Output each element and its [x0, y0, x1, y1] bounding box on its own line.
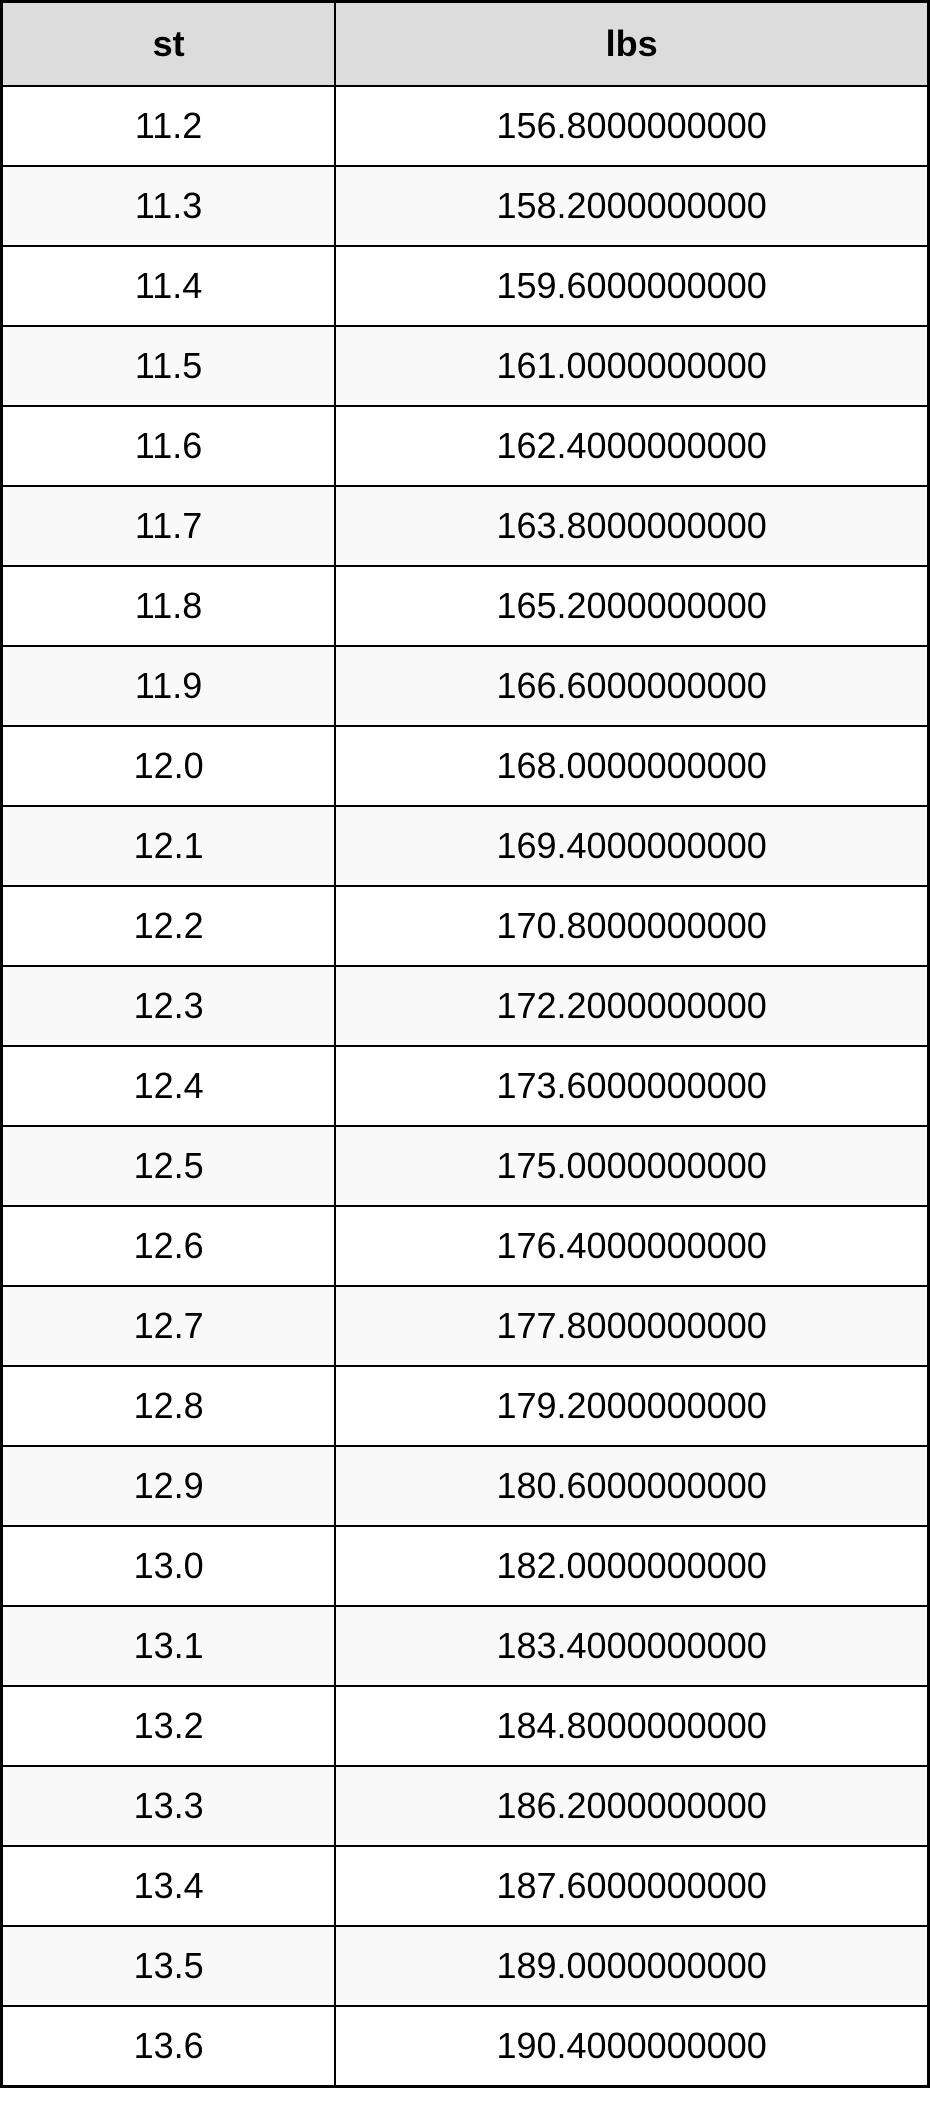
cell-st: 11.8: [2, 566, 336, 646]
column-header-st: st: [2, 2, 336, 87]
table-row: 13.3186.2000000000: [2, 1766, 929, 1846]
table-row: 13.2184.8000000000: [2, 1686, 929, 1766]
cell-lbs: 189.0000000000: [335, 1926, 928, 2006]
cell-st: 12.2: [2, 886, 336, 966]
table-row: 13.1183.4000000000: [2, 1606, 929, 1686]
cell-st: 13.6: [2, 2006, 336, 2087]
table-row: 12.2170.8000000000: [2, 886, 929, 966]
table-row: 12.1169.4000000000: [2, 806, 929, 886]
cell-lbs: 177.8000000000: [335, 1286, 928, 1366]
table-row: 13.6190.4000000000: [2, 2006, 929, 2087]
cell-lbs: 176.4000000000: [335, 1206, 928, 1286]
table-row: 13.5189.0000000000: [2, 1926, 929, 2006]
conversion-table: st lbs 11.2156.800000000011.3158.2000000…: [0, 0, 930, 2088]
table-row: 12.6176.4000000000: [2, 1206, 929, 1286]
cell-st: 13.3: [2, 1766, 336, 1846]
table-row: 13.0182.0000000000: [2, 1526, 929, 1606]
cell-st: 12.0: [2, 726, 336, 806]
cell-st: 13.1: [2, 1606, 336, 1686]
table-row: 11.2156.8000000000: [2, 86, 929, 166]
table-row: 12.0168.0000000000: [2, 726, 929, 806]
cell-st: 12.8: [2, 1366, 336, 1446]
cell-lbs: 166.6000000000: [335, 646, 928, 726]
cell-lbs: 163.8000000000: [335, 486, 928, 566]
cell-lbs: 165.2000000000: [335, 566, 928, 646]
table-row: 11.6162.4000000000: [2, 406, 929, 486]
cell-st: 12.6: [2, 1206, 336, 1286]
cell-st: 11.6: [2, 406, 336, 486]
table-row: 11.9166.6000000000: [2, 646, 929, 726]
table-row: 11.8165.2000000000: [2, 566, 929, 646]
cell-st: 11.2: [2, 86, 336, 166]
cell-st: 12.7: [2, 1286, 336, 1366]
cell-st: 13.0: [2, 1526, 336, 1606]
table-row: 12.5175.0000000000: [2, 1126, 929, 1206]
cell-lbs: 183.4000000000: [335, 1606, 928, 1686]
cell-lbs: 186.2000000000: [335, 1766, 928, 1846]
cell-lbs: 170.8000000000: [335, 886, 928, 966]
cell-lbs: 175.0000000000: [335, 1126, 928, 1206]
cell-lbs: 159.6000000000: [335, 246, 928, 326]
table-row: 12.7177.8000000000: [2, 1286, 929, 1366]
cell-lbs: 168.0000000000: [335, 726, 928, 806]
cell-st: 12.4: [2, 1046, 336, 1126]
cell-st: 12.3: [2, 966, 336, 1046]
table-row: 11.7163.8000000000: [2, 486, 929, 566]
cell-st: 12.1: [2, 806, 336, 886]
cell-lbs: 184.8000000000: [335, 1686, 928, 1766]
cell-st: 11.4: [2, 246, 336, 326]
cell-st: 12.5: [2, 1126, 336, 1206]
column-header-lbs: lbs: [335, 2, 928, 87]
cell-lbs: 182.0000000000: [335, 1526, 928, 1606]
cell-lbs: 180.6000000000: [335, 1446, 928, 1526]
cell-st: 11.9: [2, 646, 336, 726]
cell-lbs: 172.2000000000: [335, 966, 928, 1046]
cell-st: 12.9: [2, 1446, 336, 1526]
cell-lbs: 173.6000000000: [335, 1046, 928, 1126]
cell-lbs: 190.4000000000: [335, 2006, 928, 2087]
table-row: 11.4159.6000000000: [2, 246, 929, 326]
cell-lbs: 179.2000000000: [335, 1366, 928, 1446]
cell-st: 11.3: [2, 166, 336, 246]
table-row: 11.3158.2000000000: [2, 166, 929, 246]
table-row: 12.8179.2000000000: [2, 1366, 929, 1446]
cell-st: 13.4: [2, 1846, 336, 1926]
cell-st: 13.2: [2, 1686, 336, 1766]
table-row: 13.4187.6000000000: [2, 1846, 929, 1926]
cell-lbs: 156.8000000000: [335, 86, 928, 166]
table-row: 11.5161.0000000000: [2, 326, 929, 406]
table-row: 12.3172.2000000000: [2, 966, 929, 1046]
table-body: 11.2156.800000000011.3158.200000000011.4…: [2, 86, 929, 2087]
cell-lbs: 158.2000000000: [335, 166, 928, 246]
cell-lbs: 187.6000000000: [335, 1846, 928, 1926]
cell-st: 13.5: [2, 1926, 336, 2006]
table-header-row: st lbs: [2, 2, 929, 87]
cell-st: 11.7: [2, 486, 336, 566]
table-row: 12.9180.6000000000: [2, 1446, 929, 1526]
cell-st: 11.5: [2, 326, 336, 406]
cell-lbs: 169.4000000000: [335, 806, 928, 886]
cell-lbs: 162.4000000000: [335, 406, 928, 486]
cell-lbs: 161.0000000000: [335, 326, 928, 406]
table-row: 12.4173.6000000000: [2, 1046, 929, 1126]
